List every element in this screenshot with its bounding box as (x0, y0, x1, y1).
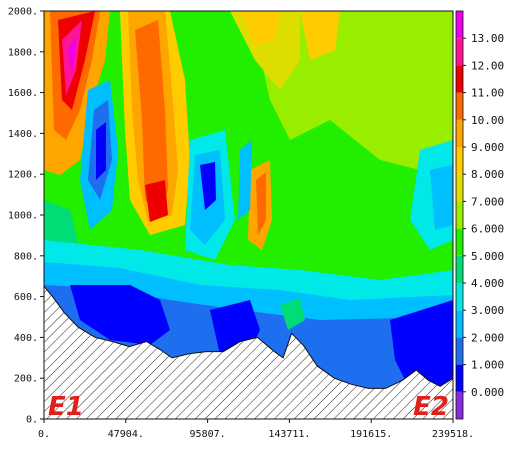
colorbar-segment (456, 92, 463, 120)
colorbar-segment (456, 391, 463, 419)
colorbar-label: 4.000 (471, 277, 504, 290)
x-tick-label: 95807. (190, 429, 226, 440)
colorbar-segment (456, 11, 463, 39)
y-tick-label: 200. (14, 374, 38, 385)
colorbar-segment (456, 174, 463, 202)
colorbar-label: 0.000 (471, 386, 504, 399)
y-tick-label: 1000. (8, 211, 38, 222)
y-tick-label: 600. (14, 292, 38, 303)
colorbar-segment (456, 228, 463, 256)
colorbar-frame (455, 10, 464, 420)
colorbar-label: 9.000 (471, 141, 504, 154)
colorbar-segment (456, 119, 463, 147)
x-tick-label: 143711. (268, 429, 310, 440)
colorbar-segment (456, 337, 463, 365)
x-tick-label: 47904. (108, 429, 144, 440)
endpoint-label: E2 (413, 392, 449, 422)
colorbar-segment (456, 201, 463, 229)
colorbar-segment (456, 310, 463, 338)
colorbar-label: 6.000 (471, 223, 504, 236)
y-tick-label: 400. (14, 333, 38, 344)
terrain-hatch (44, 285, 453, 419)
colorbar-segment (456, 65, 463, 93)
y-tick-label: 0. (26, 415, 38, 426)
colorbar-segment (456, 283, 463, 311)
y-tick-label: 1400. (8, 129, 38, 140)
x-tick-label: 191615. (350, 429, 392, 440)
colorbar-label: 12.00 (471, 59, 504, 72)
x-tick-label: 239518. (432, 429, 474, 440)
colorbar-label: 1.000 (471, 359, 504, 372)
colorbar: 0.000 1.000 2.000 3.000 4.000 5.000 6.000 7.000… (455, 10, 504, 420)
colorbar-label: 3.000 (471, 304, 504, 317)
colorbar-segment (456, 255, 463, 283)
endpoint-label: E1 (48, 392, 84, 422)
colorbar-label: 8.000 (471, 168, 504, 181)
y-tick-label: 1800. (8, 47, 38, 58)
colorbar-label: 13.00 (471, 32, 504, 45)
y-tick-label: 1600. (8, 88, 38, 99)
colorbar-label: 10.00 (471, 114, 504, 127)
colorbar-segment (456, 38, 463, 66)
y-tick-label: 800. (14, 251, 38, 262)
x-axis: 0. 47904. 95807. 143711. 191615. 239518. (38, 419, 474, 440)
colorbar-segment (456, 364, 463, 392)
colorbar-label: 7.000 (471, 195, 504, 208)
annotations: E1 E2 (48, 392, 449, 422)
colorbar-label: 11.00 (471, 87, 504, 100)
y-axis: 0. 200. 400. 600. 800. 1000. 1200. 1400. 1600. 18… (8, 7, 44, 426)
colorbar-label: 5.000 (471, 250, 504, 263)
x-tick-label: 0. (38, 429, 50, 440)
colorbar-label: 2.000 (471, 331, 504, 344)
colorbar-segment (456, 147, 463, 175)
y-tick-label: 1200. (8, 170, 38, 181)
y-tick-label: 2000. (8, 7, 38, 18)
